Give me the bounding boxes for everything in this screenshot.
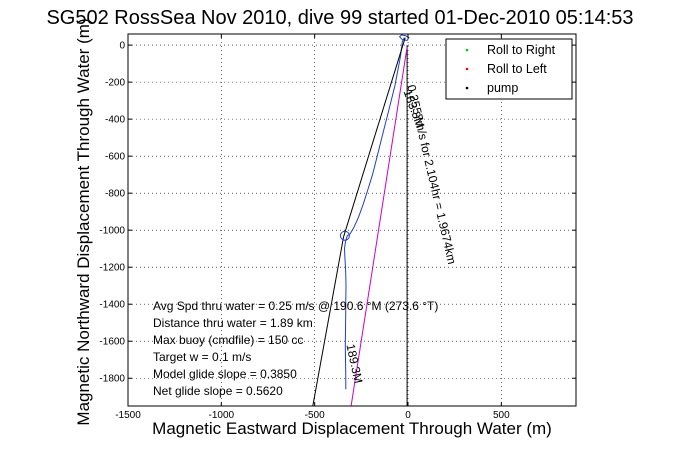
y-ticks: 0 -200 -400 -600 -800 -1000 -1200 -1400 -1600 -18… <box>99 41 576 385</box>
annotation-line: Target w = 0.1 m/s <box>153 350 251 364</box>
annotation-line: Max buoy (cmdfile) = 150 cc <box>153 333 303 347</box>
annotation-line: Avg Spd thru water = 0.25 m/s @ 190.6 °M… <box>153 299 438 313</box>
legend-marker-roll-left <box>465 67 469 71</box>
x-axis-label: Magnetic Eastward Displacement Through W… <box>152 419 552 438</box>
legend-marker-pump <box>465 86 469 90</box>
series-surface-line <box>343 37 406 237</box>
series-glide-line <box>350 46 408 406</box>
legend-label-roll-left: Roll to Left <box>487 62 547 76</box>
annotation-line: Distance thru water = 1.89 km <box>153 316 313 330</box>
y-tick-label: -600 <box>105 152 125 163</box>
annotation-line: Model glide slope = 0.3850 <box>153 367 297 381</box>
x-tick-label: -1000 <box>209 410 235 421</box>
plot-clip-group <box>312 34 410 406</box>
legend-label-roll-right: Roll to Right <box>487 43 556 57</box>
chart-title: SG502 RossSea Nov 2010, dive 99 started … <box>46 7 633 29</box>
annotation-block: Avg Spd thru water = 0.25 m/s @ 190.6 °M… <box>153 299 438 398</box>
x-ticks: -1500 -1000 -500 0 500 <box>115 34 510 421</box>
series-track <box>343 37 405 390</box>
series-layer <box>312 34 410 406</box>
y-tick-label: -1200 <box>99 263 125 274</box>
y-tick-label: -1800 <box>99 374 125 385</box>
legend-label-pump: pump <box>487 81 518 95</box>
x-tick-label: 0 <box>405 410 411 421</box>
y-tick-label: -400 <box>105 115 125 126</box>
x-tick-label: 500 <box>493 410 510 421</box>
y-tick-label: 0 <box>119 41 125 52</box>
y-tick-label: -1600 <box>99 337 125 348</box>
y-tick-label: -1000 <box>99 226 125 237</box>
y-tick-label: -1400 <box>99 300 125 311</box>
axes-frame <box>127 33 577 407</box>
x-tick-label: -500 <box>305 410 325 421</box>
turn-point-marker <box>339 230 350 241</box>
y-axis-label: Magnetic Northward Displacement Through … <box>74 18 93 425</box>
y-tick-label: -800 <box>105 189 125 200</box>
legend-marker-roll-right <box>465 48 469 52</box>
y-tick-label: -200 <box>105 78 125 89</box>
annotation-line: Net glide slope = 0.5620 <box>153 384 283 398</box>
legend: Roll to Right Roll to Left pump <box>445 38 573 100</box>
series-current-line <box>312 236 345 406</box>
x-tick-label: -1500 <box>115 410 141 421</box>
